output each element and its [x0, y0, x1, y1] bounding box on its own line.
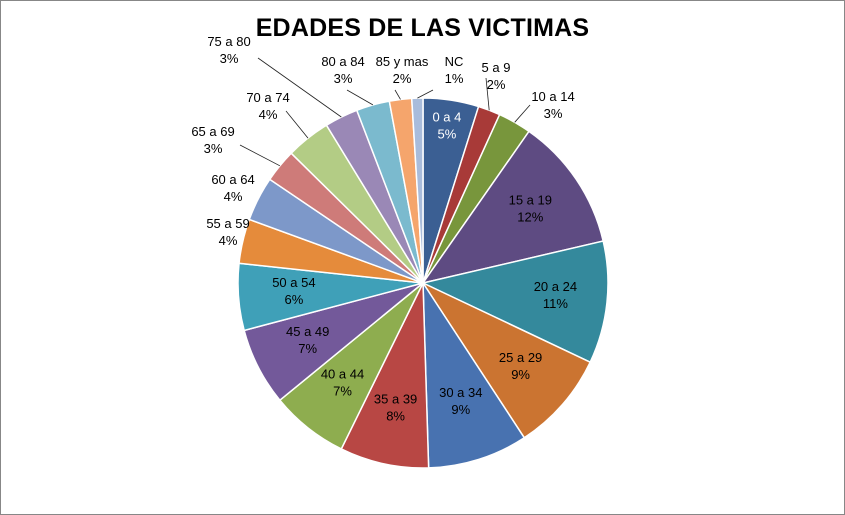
leader-line: [485, 77, 490, 111]
slice-label-category: 30 a 34: [439, 385, 482, 400]
slice-label-percent: 3%: [544, 106, 563, 121]
leader-line: [257, 57, 342, 118]
slice-label-category: 20 a 24: [534, 279, 577, 294]
slice-label-category: 75 a 80: [207, 34, 250, 49]
slice-label-percent: 2%: [393, 71, 412, 86]
slice-label-category: NC: [445, 54, 464, 69]
slice-label-percent: 8%: [386, 409, 405, 424]
slice-label-percent: 7%: [298, 341, 317, 356]
slice-label-percent: 12%: [517, 209, 543, 224]
slice-label-percent: 9%: [511, 367, 530, 382]
slice-label-category: 5 a 9: [482, 60, 511, 75]
slice-label-percent: 3%: [204, 141, 223, 156]
pie-slices: [237, 97, 609, 469]
leader-lines: [239, 57, 531, 167]
slice-label-category: 65 a 69: [191, 124, 234, 139]
slice-label-percent: 7%: [333, 383, 352, 398]
slice-label-category: 60 a 64: [211, 172, 254, 187]
leader-line: [346, 89, 374, 106]
pie-slice-30-a-34: [422, 280, 526, 469]
pie-slice-25-a-29: [420, 281, 592, 439]
slice-label-percent: 4%: [224, 189, 243, 204]
slice-label-category: 45 a 49: [286, 324, 329, 339]
slice-label-category: 40 a 44: [321, 366, 364, 381]
slice-label-category: 55 a 59: [206, 216, 249, 231]
slice-label-percent: 2%: [487, 77, 506, 92]
slice-label-category: 80 a 84: [321, 54, 364, 69]
slice-label-category: 35 a 39: [374, 392, 417, 407]
slice-label-percent: 9%: [451, 402, 470, 417]
slice-label-category: 85 y mas: [376, 54, 429, 69]
slice-label-percent: 11%: [543, 296, 568, 311]
leader-line: [394, 89, 401, 100]
slice-label-percent: 3%: [334, 71, 353, 86]
leader-line: [417, 89, 434, 99]
slice-label-percent: 4%: [219, 233, 238, 248]
slice-label-percent: 3%: [220, 51, 239, 66]
leader-line: [285, 110, 309, 139]
slice-label-percent: 4%: [259, 107, 278, 122]
slice-label-category: 15 a 19: [509, 192, 552, 207]
pie-slice-15-a-19: [421, 130, 605, 285]
pie-slice-20-a-24: [420, 240, 609, 364]
pie-slice-nc: [410, 97, 424, 284]
slice-label-category: 70 a 74: [246, 90, 289, 105]
slice-label-category: 10 a 14: [531, 89, 574, 104]
slice-labels: 0 a 4 5% 5 a 9 2% 10 a 14 3% 15 a 19 12% 20 a 24…: [191, 34, 577, 424]
slice-label-category: 50 a 54: [272, 275, 315, 290]
chart-title: EDADES DE LAS VICTIMAS: [255, 14, 590, 42]
leader-line: [239, 144, 281, 167]
slice-label-percent: 1%: [445, 71, 464, 86]
slice-label-percent: 6%: [285, 292, 304, 307]
slice-label-category: 0 a 4: [432, 110, 461, 125]
leader-line: [514, 104, 531, 123]
slice-label-category: 25 a 29: [499, 350, 542, 365]
slice-label-percent: 5%: [438, 127, 457, 142]
